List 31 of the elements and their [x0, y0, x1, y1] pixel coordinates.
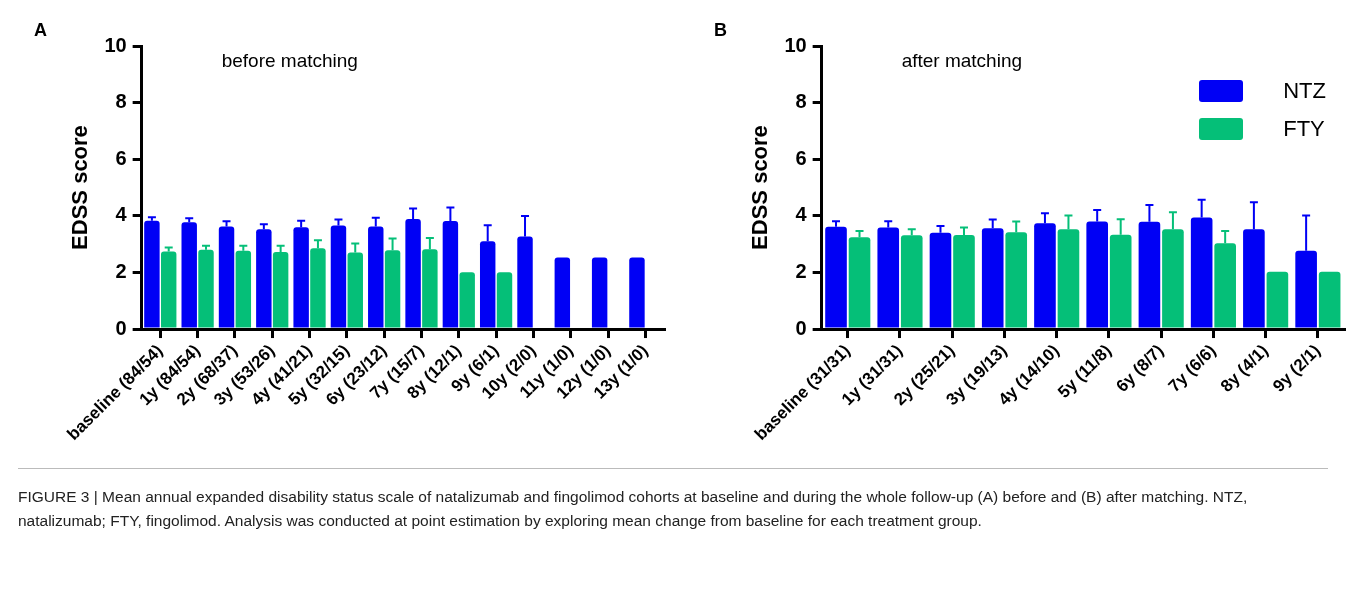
- y-tick-label: 8: [115, 90, 127, 113]
- y-tick-label: 4: [115, 203, 128, 226]
- caption: FIGURE 3 | Mean annual expanded disability status scale of natalizumab and fingolimod cohorts at baseline and during the whole follow-up (A) before and (B) after matching. NTZ, natalizumab; FTY, fingolimod. Analysis was conducted at point estimation by exploring mean change from baseline for each treatment group.: [18, 468, 1328, 533]
- bar: [1266, 271, 1289, 328]
- y-tick-label: 0: [795, 316, 807, 339]
- bar: [554, 257, 571, 328]
- bar: [160, 251, 177, 328]
- text: A: [34, 19, 47, 40]
- y-axis-title: EDSS score: [747, 125, 773, 250]
- chart-title: before matching: [221, 49, 358, 71]
- y-tick-label: 6: [115, 146, 127, 169]
- bar: [459, 272, 475, 328]
- bar: [629, 257, 645, 328]
- y-tick-label: 2: [795, 259, 807, 282]
- y-tick-label: 4: [795, 203, 808, 226]
- bar: [496, 272, 513, 328]
- y-axis-title: EDSS score: [67, 125, 93, 250]
- y-tick-label: 10: [784, 33, 807, 56]
- text: B: [714, 19, 727, 40]
- bar: [198, 249, 214, 328]
- bar: [1318, 271, 1341, 328]
- y-tick-label: 6: [795, 146, 807, 169]
- bar: [591, 257, 608, 328]
- bar: [144, 220, 160, 328]
- y-tick-label: 0: [115, 316, 127, 339]
- chart-title: after matching: [901, 49, 1023, 71]
- y-tick-label: 2: [115, 259, 127, 282]
- legend-label: FTY: [1283, 116, 1325, 142]
- legend-label: NTZ: [1283, 78, 1326, 104]
- y-tick-label: 10: [104, 33, 127, 56]
- y-tick-label: 8: [795, 90, 807, 113]
